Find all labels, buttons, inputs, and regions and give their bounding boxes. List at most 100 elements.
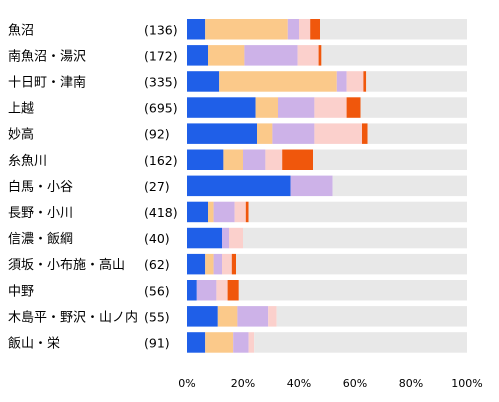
bar-segment xyxy=(231,253,236,275)
bar-segment xyxy=(234,201,246,223)
bar-segment xyxy=(196,280,217,301)
category-label: 魚沼 xyxy=(8,23,34,38)
bar-segment xyxy=(360,97,467,118)
bar-segment xyxy=(205,19,288,40)
category-label: 十日町・津南 xyxy=(8,74,86,90)
bar-segment xyxy=(236,253,467,275)
bar-segment xyxy=(187,175,291,197)
bar-segment xyxy=(297,45,319,66)
count-label: (162) xyxy=(144,153,178,168)
bar-segment xyxy=(366,71,467,92)
category-label: 糸魚川 xyxy=(8,154,47,169)
bar-segment xyxy=(229,227,243,249)
bar-segment xyxy=(320,19,467,40)
count-label: (172) xyxy=(144,48,178,63)
bar-segment xyxy=(257,123,273,144)
bar-segment xyxy=(299,19,311,40)
bar-area xyxy=(187,19,467,353)
bar-segment xyxy=(248,201,467,223)
bar-segment xyxy=(238,280,467,301)
count-label: (62) xyxy=(144,257,170,272)
bar-segment xyxy=(187,149,224,170)
count-label: (55) xyxy=(144,309,170,324)
count-label: (695) xyxy=(144,101,178,116)
x-tick-label: 60% xyxy=(343,377,367,390)
x-tick-label: 40% xyxy=(287,377,311,390)
category-label: 中野 xyxy=(8,284,34,299)
count-label: (27) xyxy=(144,179,170,194)
bar-segment xyxy=(187,253,206,275)
bar-segment xyxy=(244,45,298,66)
bar-segment xyxy=(282,149,313,170)
bar-segment xyxy=(227,280,239,301)
bar-segment xyxy=(187,201,208,223)
bar-segment xyxy=(213,253,222,275)
bar-segment xyxy=(233,332,249,353)
category-labels: 魚沼 (136) 南魚沼・湯沢 (172) 十日町・津南 (335) 上越 (695) 妙高 (9… xyxy=(8,22,178,351)
bar-segment xyxy=(208,45,245,66)
count-label: (418) xyxy=(144,205,178,220)
category-label: 南魚沼・湯沢 xyxy=(8,48,86,64)
count-label: (40) xyxy=(144,231,170,246)
x-tick-label: 100% xyxy=(451,377,482,390)
bar-segment xyxy=(222,227,229,249)
bar-segment xyxy=(205,253,214,275)
x-tick-label: 20% xyxy=(231,377,255,390)
bar-segment xyxy=(187,45,208,66)
bar-segment xyxy=(187,227,222,249)
bar-segment xyxy=(276,306,467,327)
bar-segment xyxy=(332,175,467,197)
bar-segment xyxy=(248,332,255,353)
bar-segment xyxy=(362,123,368,144)
category-label: 信濃・飯綱 xyxy=(8,232,73,247)
category-label: 白馬・小谷 xyxy=(8,179,73,195)
bar-segment xyxy=(243,227,467,249)
bar-segment xyxy=(367,123,467,144)
bar-segment xyxy=(290,175,333,197)
bar-segment xyxy=(187,332,206,353)
bar-segment xyxy=(213,201,235,223)
bar-segment xyxy=(313,149,467,170)
bar-segment xyxy=(336,71,347,92)
x-tick-label: 80% xyxy=(399,377,423,390)
bar-segment xyxy=(318,45,322,66)
bar-segment xyxy=(187,97,256,118)
bar-segment xyxy=(314,97,347,118)
category-label: 木島平・野沢・山ノ内 xyxy=(8,309,138,325)
count-label: (91) xyxy=(144,335,170,350)
bar-segment xyxy=(217,306,238,327)
bar-segment xyxy=(187,19,206,40)
bar-segment xyxy=(265,149,283,170)
bar-segment xyxy=(346,71,364,92)
bar-segment xyxy=(255,97,278,118)
category-label: 妙高 xyxy=(8,127,34,143)
count-label: (56) xyxy=(144,283,170,298)
bar-segment xyxy=(272,123,315,144)
bar-segment xyxy=(187,280,197,301)
bar-segment xyxy=(237,306,269,327)
bar-segment xyxy=(346,97,361,118)
category-label: 須坂・小布施・高山 xyxy=(8,257,125,273)
bar-segment xyxy=(243,149,266,170)
count-label: (92) xyxy=(144,127,170,142)
category-label: 飯山・栄 xyxy=(8,336,60,351)
bar-segment xyxy=(222,253,232,275)
count-label: (136) xyxy=(144,22,178,37)
bar-segment xyxy=(219,71,337,92)
bar-segment xyxy=(187,71,220,92)
bar-segment xyxy=(287,19,299,40)
bar-segment xyxy=(245,201,249,223)
bar-segment xyxy=(187,123,257,144)
count-label: (335) xyxy=(144,74,178,89)
bar-segment xyxy=(321,45,467,66)
bar-segment xyxy=(310,19,320,40)
category-label: 上越 xyxy=(8,102,34,117)
bar-segment xyxy=(363,71,367,92)
bar-segment xyxy=(314,123,362,144)
bar-segment xyxy=(223,149,243,170)
bar-segment xyxy=(208,201,214,223)
x-axis: 0% 20% 40% 60% 80% 100% xyxy=(178,377,482,390)
bar-segment xyxy=(187,306,218,327)
x-tick-label: 0% xyxy=(178,377,195,390)
